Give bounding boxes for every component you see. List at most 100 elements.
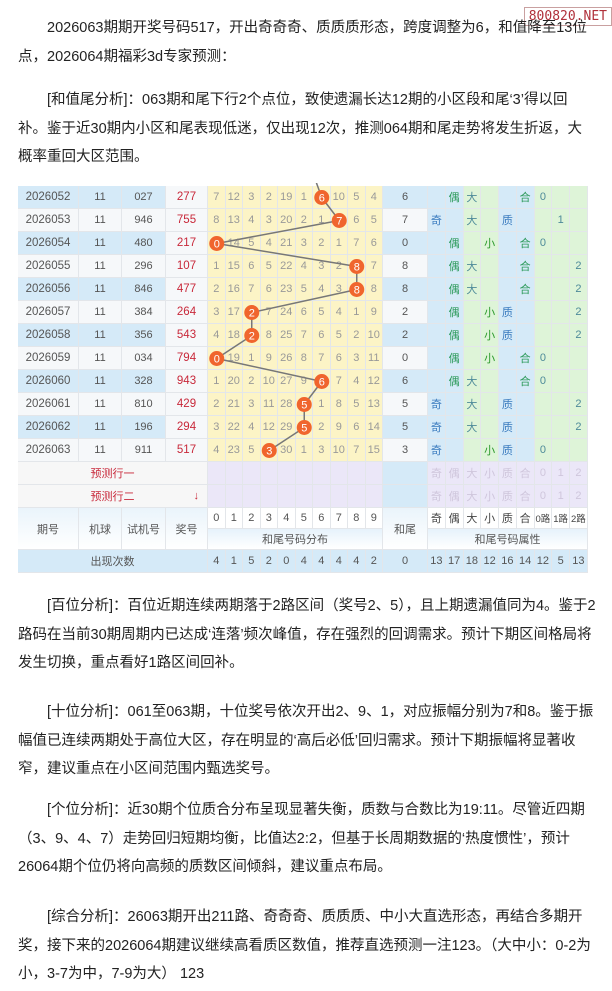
predict-attr-option[interactable]: 质: [499, 485, 517, 508]
header-attr: 大: [463, 508, 482, 529]
predict-digit-cell[interactable]: [295, 462, 313, 485]
predict-digit-cell[interactable]: [348, 485, 366, 508]
omission-cell: 1: [243, 347, 261, 370]
predict-digit-cell[interactable]: [348, 462, 366, 485]
omission-cell: 5: [330, 324, 348, 347]
arrow-down-icon[interactable]: ↓: [193, 490, 200, 502]
predict-digit-cell[interactable]: [260, 485, 278, 508]
omission-cell: 19: [278, 186, 296, 209]
predict-attr-option[interactable]: 0: [534, 462, 553, 485]
omission-cell: 3: [313, 439, 331, 462]
digit-count: 0: [278, 550, 296, 573]
predict-attr-option[interactable]: 0: [534, 485, 553, 508]
digit-count: 4: [348, 550, 366, 573]
predict-digit-cell[interactable]: [208, 485, 226, 508]
predict-attr-option[interactable]: 1: [552, 485, 570, 508]
predict-digit-cell[interactable]: [330, 485, 348, 508]
attr-cell: 偶: [445, 301, 464, 324]
attr-cell: 2: [570, 416, 588, 439]
predict-digit-cell[interactable]: [208, 462, 226, 485]
header-attr: 偶: [445, 508, 464, 529]
predict-attr-option[interactable]: 2: [570, 485, 588, 508]
predict-digit-cell[interactable]: [313, 485, 331, 508]
attr-cell: [463, 347, 482, 370]
omission-cell: 10: [365, 324, 383, 347]
attr-cell: 大: [463, 209, 482, 232]
omission-cell: 7: [295, 324, 313, 347]
omission-cell: 1: [295, 186, 313, 209]
trial-cell: 946: [122, 209, 166, 232]
omission-cell: 5: [313, 301, 331, 324]
omission-cell: 6: [295, 301, 313, 324]
predict-attr-option[interactable]: 2: [570, 462, 588, 485]
attr-cell: 偶: [445, 278, 464, 301]
predict-attr-option[interactable]: 奇: [428, 485, 446, 508]
omission-cell: 13: [365, 393, 383, 416]
tail-cell: 3: [383, 439, 428, 462]
attr-cell: [499, 255, 517, 278]
site-logo: 800820.NET: [523, 7, 612, 26]
predict-digit-cell[interactable]: [313, 462, 331, 485]
predict-attr-option[interactable]: 小: [481, 462, 499, 485]
predict-digit-cell[interactable]: [365, 462, 383, 485]
omission-cell: 17: [225, 301, 243, 324]
attr-cell: [534, 209, 553, 232]
attr-cell: [481, 416, 499, 439]
digit-count: 1: [225, 550, 243, 573]
attr-cell: [516, 301, 535, 324]
attr-cell: 大: [463, 370, 482, 393]
predict-attr-option[interactable]: 偶: [445, 462, 464, 485]
attr-count: 14: [516, 550, 535, 573]
attr-cell: 大: [463, 186, 482, 209]
predict-digit-cell[interactable]: [365, 485, 383, 508]
attr-cell: [570, 370, 588, 393]
predict-attr-option[interactable]: 偶: [445, 485, 464, 508]
predict-attr-option[interactable]: 合: [516, 462, 535, 485]
omission-cell: 3: [260, 209, 278, 232]
predict-digit-cell[interactable]: [278, 462, 296, 485]
omission-cell: 1: [313, 209, 331, 232]
draw-number-cell: 517: [166, 439, 208, 462]
attr-cell: 合: [516, 255, 535, 278]
attr-cell: [534, 278, 553, 301]
omission-cell: 7: [348, 439, 366, 462]
omission-cell: 5: [365, 209, 383, 232]
attr-cell: 0: [534, 370, 553, 393]
predict-digit-cell[interactable]: [260, 462, 278, 485]
predict-digit-cell[interactable]: [243, 485, 261, 508]
predict-digit-cell[interactable]: [330, 462, 348, 485]
predict-digit-cell[interactable]: [225, 485, 243, 508]
trial-cell: 027: [122, 186, 166, 209]
trial-cell: 911: [122, 439, 166, 462]
attr-cell: [534, 255, 553, 278]
tail-cell: 6: [383, 186, 428, 209]
predict-attr-option[interactable]: 合: [516, 485, 535, 508]
predict-attr-option[interactable]: 1: [552, 462, 570, 485]
predict-attr-option[interactable]: 大: [463, 485, 482, 508]
digit-count: 2: [365, 550, 383, 573]
omission-cell: 16: [225, 278, 243, 301]
predict-digit-cell[interactable]: [295, 485, 313, 508]
predict-digit-cell[interactable]: [243, 462, 261, 485]
attr-cell: 小: [481, 301, 499, 324]
attr-cell: [463, 439, 482, 462]
attr-cell: 合: [516, 186, 535, 209]
predict-digit-cell[interactable]: [278, 485, 296, 508]
predict-digit-cell[interactable]: [225, 462, 243, 485]
omission-cell: 6: [313, 324, 331, 347]
predict-attr-option[interactable]: 质: [499, 462, 517, 485]
tail-cell: 5: [383, 393, 428, 416]
tens-analysis: [十位分析]：061至063期，十位奖号依次开出2、9、1，对应振幅分别为7和8…: [18, 704, 594, 777]
tail-cell: 0: [383, 232, 428, 255]
omission-cell: 9: [365, 301, 383, 324]
attr-cell: 0: [534, 186, 553, 209]
attr-cell: 质: [499, 416, 517, 439]
predict-attr-option[interactable]: 小: [481, 485, 499, 508]
header-digit: 2: [243, 508, 261, 529]
attr-count: 17: [445, 550, 464, 573]
attr-cell: 小: [481, 324, 499, 347]
attr-cell: [499, 370, 517, 393]
predict-attr-option[interactable]: 大: [463, 462, 482, 485]
header-digit: 4: [278, 508, 296, 529]
predict-attr-option[interactable]: 奇: [428, 462, 446, 485]
